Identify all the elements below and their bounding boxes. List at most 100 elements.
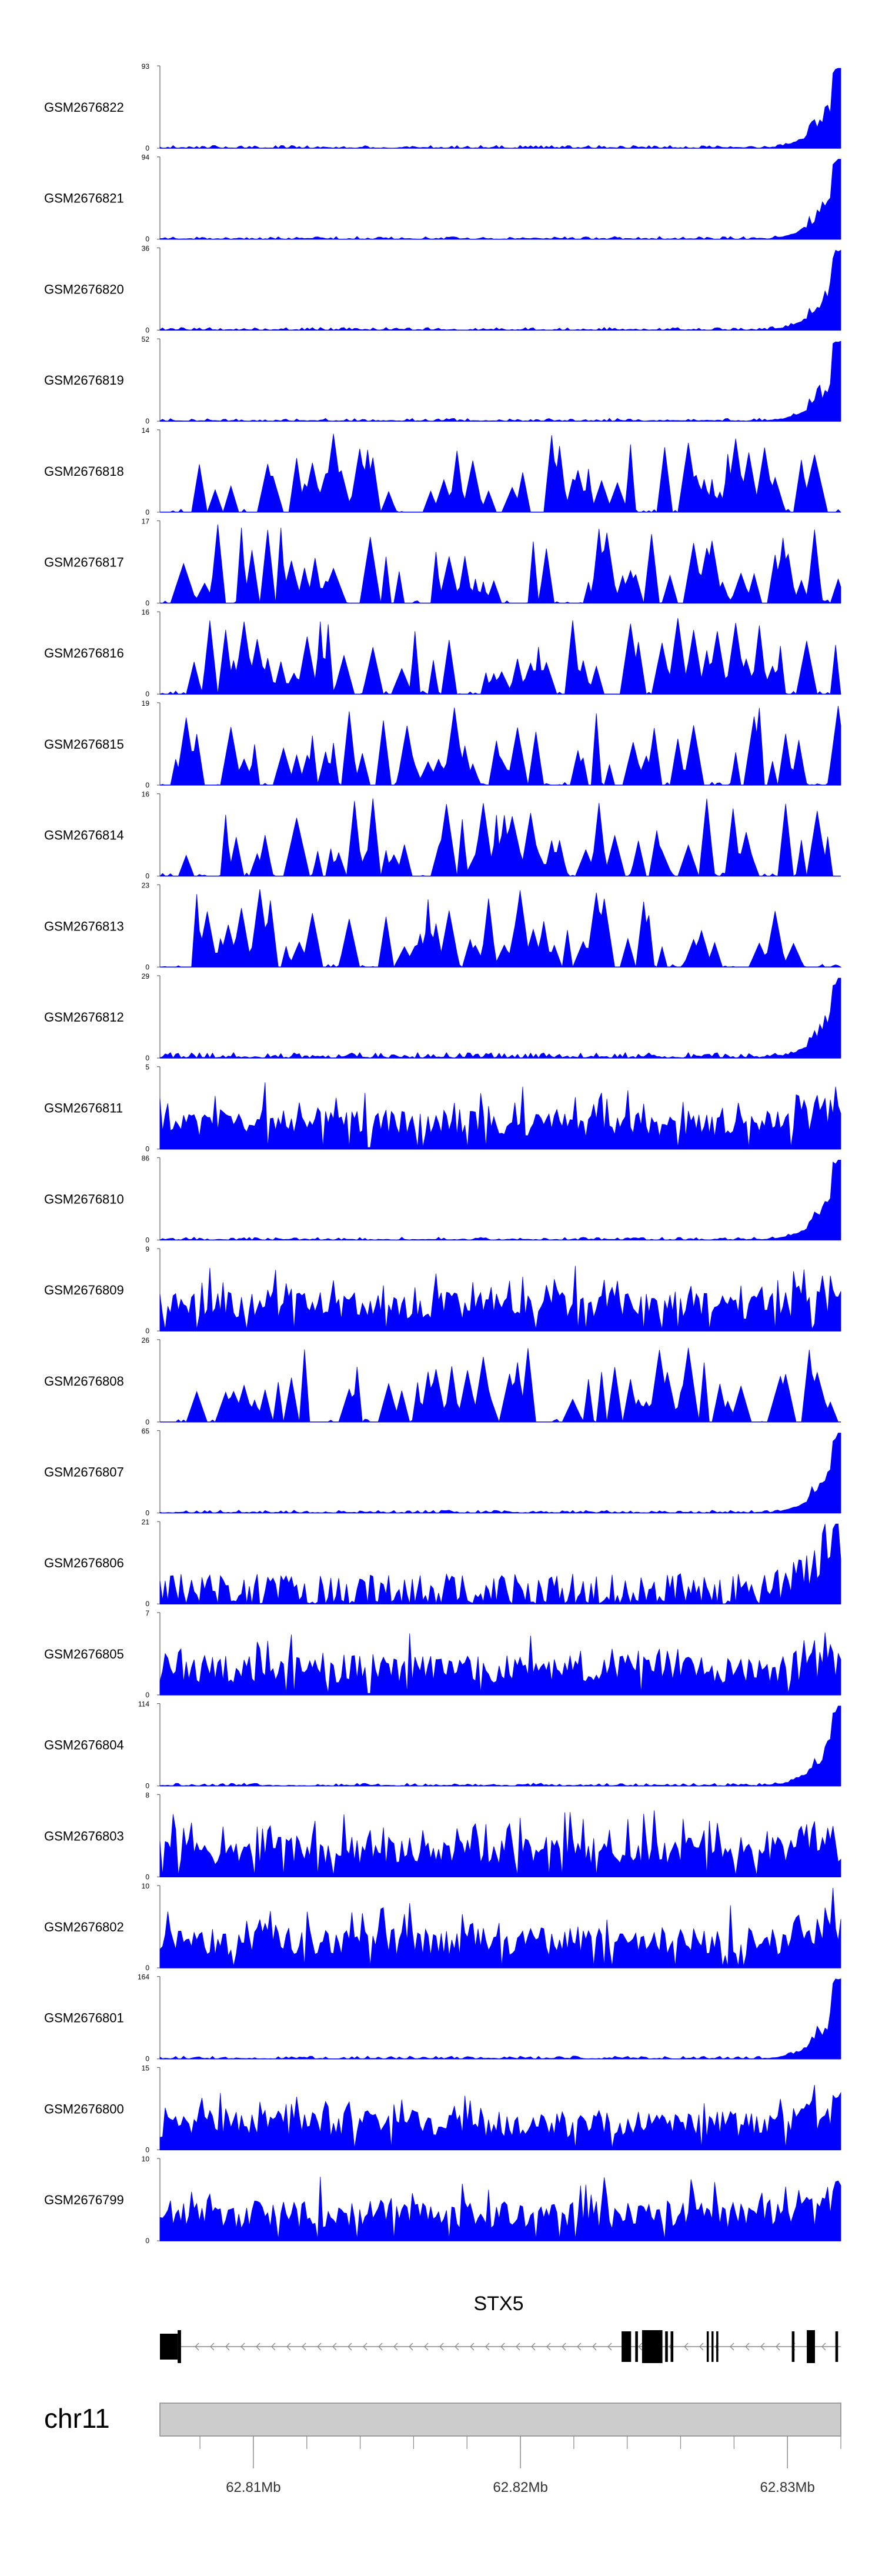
y-axis-min-label: 0 (145, 1873, 149, 1881)
coverage-area (159, 706, 841, 786)
strand-arrow (302, 2343, 306, 2351)
coverage-area (159, 1266, 841, 1332)
exon (622, 2331, 632, 2362)
track-GSM2676815: GSM2676815 19 0 (44, 699, 841, 789)
y-axis-min-label: 0 (145, 690, 149, 698)
y-axis-min-label: 0 (145, 1054, 149, 1062)
track-label: GSM2676822 (44, 100, 124, 115)
strand-arrow (577, 2343, 582, 2351)
y-axis-min-label: 0 (145, 872, 149, 880)
strand-arrow (455, 2343, 459, 2351)
exon (807, 2330, 815, 2363)
strand-arrow (286, 2343, 291, 2351)
track-label: GSM2676802 (44, 1920, 124, 1934)
coverage-area (159, 1887, 841, 1968)
chromosome-track: chr11 62.81Mb 62.82Mb 62.83Mb (44, 2403, 841, 2495)
exon (711, 2331, 714, 2362)
y-axis-min-label: 0 (145, 508, 149, 516)
track-GSM2676810: GSM2676810 86 0 (44, 1154, 841, 1244)
track-GSM2676817: GSM2676817 17 0 (44, 518, 841, 608)
y-axis-min-label: 0 (145, 417, 149, 425)
y-axis-min-label: 0 (145, 1600, 149, 1608)
coverage-area (159, 798, 841, 877)
y-axis-min-label: 0 (145, 1509, 149, 1517)
track-GSM2676800: GSM2676800 15 0 (44, 2064, 841, 2154)
track-GSM2676803: GSM2676803 8 0 (44, 1791, 841, 1881)
y-axis-min-label: 0 (145, 1418, 149, 1426)
track-label: GSM2676811 (44, 1101, 123, 1116)
coverage-area (159, 1632, 841, 1696)
y-axis-max-label: 164 (138, 1973, 149, 1981)
track-GSM2676806: GSM2676806 21 0 (44, 1518, 841, 1608)
strand-arrow (562, 2343, 566, 2351)
exon (670, 2331, 674, 2362)
coverage-area (160, 1347, 841, 1423)
y-axis-min-label: 0 (145, 781, 149, 789)
y-axis-max-label: 26 (142, 1336, 150, 1344)
track-label: GSM2676813 (44, 919, 124, 933)
y-axis-min-label: 0 (145, 963, 149, 971)
y-axis-min-label: 0 (145, 2145, 149, 2154)
y-axis-max-label: 17 (142, 518, 150, 526)
y-axis-max-label: 10 (142, 1882, 150, 1890)
track-GSM2676814: GSM2676814 16 0 (44, 790, 841, 880)
strand-arrow (592, 2343, 597, 2351)
strand-arrow (271, 2343, 276, 2351)
track-label: GSM2676818 (44, 464, 124, 479)
strand-arrow (225, 2343, 230, 2351)
y-axis-max-label: 29 (142, 972, 150, 980)
coverage-area (159, 2177, 841, 2241)
track-GSM2676816: GSM2676816 16 0 (44, 608, 841, 698)
coverage-area (159, 977, 841, 1059)
y-axis-max-label: 36 (142, 244, 150, 252)
track-GSM2676822: GSM2676822 93 0 (44, 62, 841, 152)
track-GSM2676821: GSM2676821 94 0 (44, 154, 841, 243)
track-GSM2676801: GSM2676801 164 0 (44, 1973, 841, 2063)
gene-model (160, 2330, 841, 2363)
track-label: GSM2676815 (44, 737, 124, 752)
track-GSM2676799: GSM2676799 10 0 (44, 2155, 841, 2245)
y-axis-max-label: 16 (142, 608, 150, 616)
exon (665, 2331, 668, 2362)
track-label: GSM2676800 (44, 2101, 124, 2116)
strand-arrow (424, 2343, 429, 2351)
track-label: GSM2676799 (44, 2193, 124, 2207)
strand-arrow (699, 2343, 704, 2351)
y-axis-max-label: 5 (145, 1063, 149, 1072)
coverage-area (159, 1433, 841, 1513)
y-axis-min-label: 0 (145, 235, 149, 243)
axis-tick-label: 62.81Mb (226, 2480, 280, 2495)
exon (178, 2330, 181, 2363)
strand-arrow (210, 2343, 215, 2351)
exon (642, 2330, 663, 2363)
strand-arrow (470, 2343, 475, 2351)
track-GSM2676807: GSM2676807 65 0 (44, 1427, 841, 1517)
track-GSM2676809: GSM2676809 9 0 (44, 1245, 841, 1335)
exon (635, 2331, 638, 2362)
track-label: GSM2676808 (44, 1374, 124, 1389)
chromosome-label: chr11 (44, 2403, 110, 2434)
track-GSM2676812: GSM2676812 29 0 (44, 972, 841, 1062)
y-axis-max-label: 7 (145, 1609, 149, 1617)
coverage-area (159, 341, 841, 422)
strand-arrow (332, 2343, 337, 2351)
track-GSM2676820: GSM2676820 36 0 (44, 244, 841, 334)
exon (160, 2334, 178, 2360)
gene-label: STX5 (473, 2293, 523, 2315)
track-GSM2676805: GSM2676805 7 0 (44, 1609, 841, 1699)
y-axis-min-label: 0 (145, 144, 149, 152)
y-axis-max-label: 86 (142, 1154, 150, 1162)
strand-arrow (393, 2343, 398, 2351)
coverage-area (159, 618, 841, 695)
y-axis-max-label: 65 (142, 1427, 150, 1436)
y-axis-max-label: 23 (142, 881, 150, 889)
strand-arrow (760, 2343, 765, 2351)
axis-tick-label: 62.82Mb (493, 2480, 547, 2495)
y-axis-min-label: 0 (145, 2237, 149, 2245)
y-axis-max-label: 9 (145, 1245, 149, 1253)
y-axis-min-label: 0 (145, 1782, 149, 1790)
exon (706, 2331, 709, 2362)
y-axis-min-label: 0 (145, 1691, 149, 1699)
track-GSM2676811: GSM2676811 5 0 (44, 1063, 841, 1153)
